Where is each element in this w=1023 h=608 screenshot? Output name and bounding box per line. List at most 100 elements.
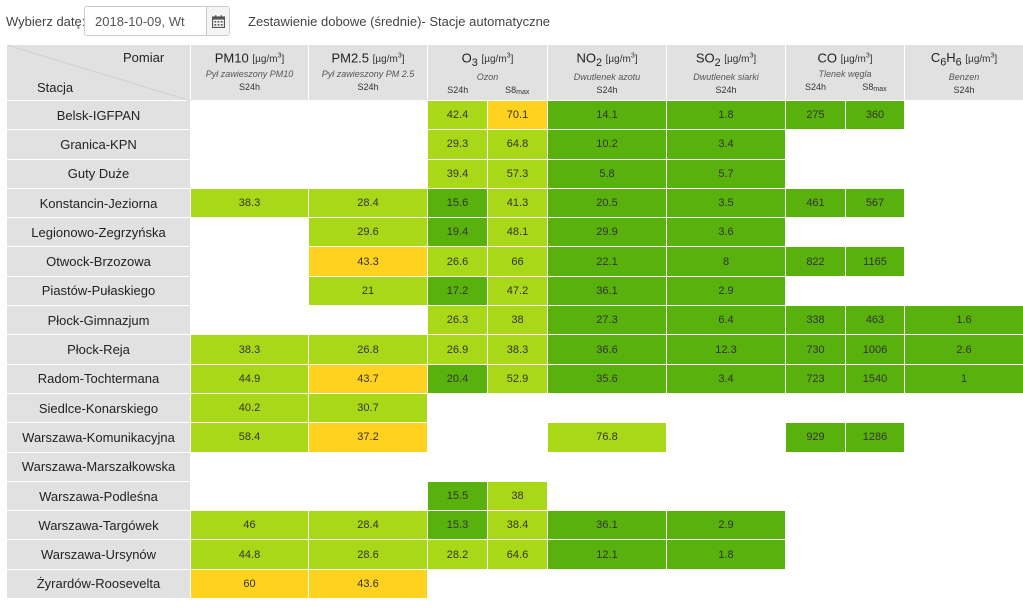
header-pm10: PM10 [µg/m3] Pył zawieszony PM10 S24h <box>190 44 309 101</box>
value-cell-so2: 1.8 <box>666 539 786 570</box>
corner-label-stacja: Stacja <box>37 80 74 95</box>
station-name: Żyrardów-Roosevelta <box>6 568 191 600</box>
value-cell-c6h6 <box>904 510 1023 541</box>
value-cell-no2: 29.9 <box>547 217 667 248</box>
table-row: Konstancin-Jeziorna 38.3 28.4 15.6 41.3 20.5 3… <box>6 187 1023 219</box>
value-cell-o3-24: 26.6 <box>427 246 488 277</box>
value-cell-c6h6: 1.6 <box>904 305 1023 336</box>
value-cell-o3-24 <box>427 568 488 600</box>
value-cell-pm10 <box>190 480 309 512</box>
station-name: Płock-Reja <box>6 334 191 365</box>
station-name: Otwock-Brzozowa <box>6 246 191 277</box>
date-picker[interactable] <box>84 6 230 36</box>
station-name: Guty Duże <box>6 158 191 189</box>
value-cell-c6h6 <box>904 275 1023 307</box>
value-cell-no2 <box>547 451 667 482</box>
corner-divider <box>7 45 191 101</box>
value-cell-o3-8: 70.1 <box>487 99 548 131</box>
value-cell-c6h6 <box>904 246 1023 277</box>
value-cell-co-8: 1286 <box>845 422 905 453</box>
value-cell-pm10 <box>190 158 309 189</box>
value-cell-o3-8: 66 <box>487 246 548 277</box>
value-cell-no2: 14.1 <box>547 99 667 131</box>
pollutant-name: PM10 <box>214 50 249 66</box>
value-cell-pm25: 29.6 <box>308 217 428 248</box>
value-cell-pm10 <box>190 129 309 160</box>
station-name: Warszawa-Marszałkowska <box>6 451 191 482</box>
value-cell-no2: 10.2 <box>547 129 667 160</box>
value-cell-o3-8: 52.9 <box>487 363 548 394</box>
value-cell-no2: 22.1 <box>547 246 667 277</box>
value-cell-co-8 <box>845 451 905 482</box>
value-cell-so2 <box>666 451 786 482</box>
station-name: Belsk-IGFPAN <box>6 99 191 131</box>
table-row: Warszawa-Podleśna 15.5 38 <box>6 480 1023 512</box>
subcolumn-label: S24h <box>357 82 379 93</box>
unit-label: [µg/m3] <box>372 53 405 66</box>
value-cell-no2 <box>547 480 667 512</box>
unit-label: [µg/m3] <box>252 53 285 66</box>
value-cell-so2 <box>666 568 786 600</box>
value-cell-o3-8: 38 <box>487 305 548 336</box>
subcolumn-label: S8max <box>862 82 887 94</box>
value-cell-co-24 <box>785 480 846 512</box>
value-cell-c6h6: 1 <box>904 363 1023 394</box>
value-cell-o3-24: 15.3 <box>427 510 488 541</box>
value-cell-co-24: 461 <box>785 187 846 219</box>
value-cell-co-8 <box>845 568 905 600</box>
value-cell-pm10: 58.4 <box>190 422 309 453</box>
value-cell-c6h6 <box>904 451 1023 482</box>
value-cell-so2: 2.9 <box>666 510 786 541</box>
toolbar: Wybierz datę: Zestawienie dobowe (średni… <box>0 0 1023 44</box>
value-cell-co-8 <box>845 539 905 570</box>
value-cell-o3-24 <box>427 451 488 482</box>
value-cell-co-24: 730 <box>785 334 846 365</box>
calendar-button[interactable] <box>206 7 229 35</box>
value-cell-o3-8: 38.3 <box>487 334 548 365</box>
value-cell-o3-24: 26.3 <box>427 305 488 336</box>
station-name: Legionowo-Zegrzyńska <box>6 217 191 248</box>
subcolumn-label: S24h <box>596 84 618 95</box>
station-name: Granica-KPN <box>6 129 191 160</box>
value-cell-so2: 8 <box>666 246 786 277</box>
value-cell-so2 <box>666 422 786 453</box>
value-cell-pm25 <box>308 480 428 512</box>
table-row: Warszawa-Komunikacyjna 58.4 37.2 76.8 929 128… <box>6 422 1023 453</box>
value-cell-o3-8: 38 <box>487 480 548 512</box>
header-co: CO [µg/m3] Tlenek węgla S24h S8max <box>785 44 905 101</box>
station-name: Warszawa-Ursynów <box>6 539 191 570</box>
header-corner: Pomiar Stacja <box>6 44 191 101</box>
subcolumn-label: S24h <box>447 84 469 95</box>
header-pm25: PM2.5 [µg/m3] Pył zawieszony PM 2.5 S24h <box>308 44 428 101</box>
value-cell-so2: 12.3 <box>666 334 786 365</box>
value-cell-pm10 <box>190 275 309 307</box>
table-body: Belsk-IGFPAN 42.4 70.1 14.1 1.8 275 360 Granica… <box>6 99 1023 600</box>
value-cell-pm25: 43.6 <box>308 568 428 600</box>
pollutant-description: Ozon <box>476 71 499 82</box>
table-row: Płock-Gimnazjum 26.3 38 27.3 6.4 338 463 1.6 <box>6 305 1023 336</box>
value-cell-c6h6 <box>904 392 1023 424</box>
station-name: Siedlce-Konarskiego <box>6 392 191 424</box>
table-row: Belsk-IGFPAN 42.4 70.1 14.1 1.8 275 360 <box>6 99 1023 131</box>
value-cell-o3-8: 64.8 <box>487 129 548 160</box>
value-cell-pm10 <box>190 99 309 131</box>
report-title: Zestawienie dobowe (średnie)- Stacje aut… <box>248 14 551 29</box>
value-cell-pm10: 38.3 <box>190 187 309 219</box>
value-cell-co-8: 1540 <box>845 363 905 394</box>
value-cell-no2: 36.1 <box>547 510 667 541</box>
table-row: Płock-Reja 38.3 26.8 26.9 38.3 36.6 12.3 730 100… <box>6 334 1023 365</box>
value-cell-c6h6 <box>904 568 1023 600</box>
value-cell-co-8 <box>845 158 905 189</box>
calendar-icon <box>211 14 225 28</box>
value-cell-so2: 1.8 <box>666 99 786 131</box>
pollutant-description: Benzen <box>948 71 980 82</box>
value-cell-pm25: 37.2 <box>308 422 428 453</box>
value-cell-no2: 12.1 <box>547 539 667 570</box>
value-cell-co-8 <box>845 480 905 512</box>
subcolumn-label: S24h <box>953 84 975 95</box>
station-name: Konstancin-Jeziorna <box>6 187 191 219</box>
unit-label: [µg/m3] <box>724 53 757 66</box>
value-cell-pm10: 60 <box>190 568 309 600</box>
date-input[interactable] <box>85 7 206 35</box>
station-name: Piastów-Pułaskiego <box>6 275 191 307</box>
